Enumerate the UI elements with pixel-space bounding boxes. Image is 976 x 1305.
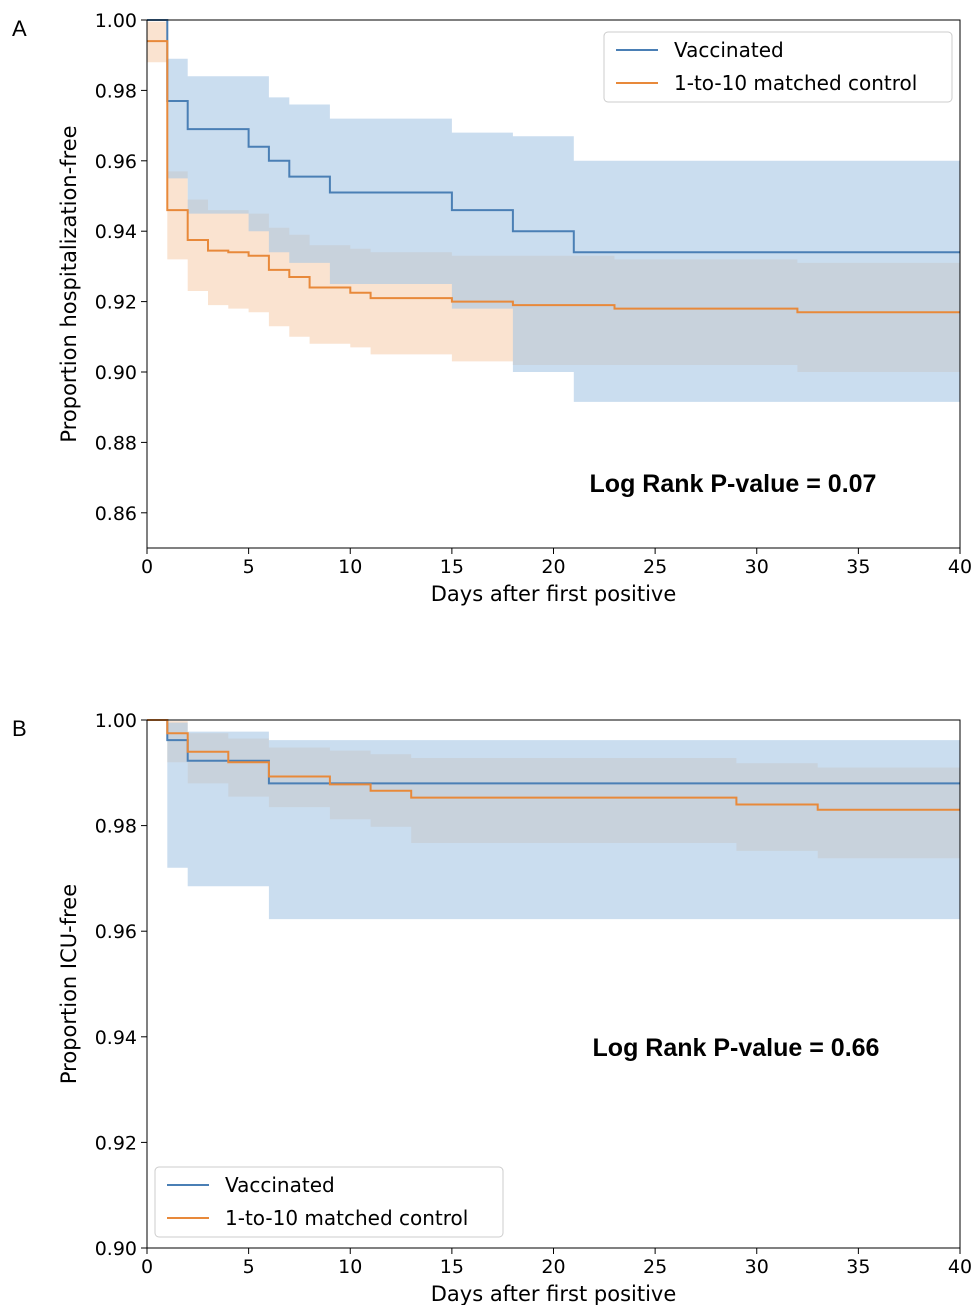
panel-b-ci-band-vaccinated bbox=[147, 720, 960, 920]
panel-a: A 0 5 10 15 20 25 30 35 40 0.86 0.88 0.90 0.92 0.94 0.… bbox=[12, 10, 972, 606]
panel-a-y-tick-label: 0.88 bbox=[95, 432, 137, 454]
panel-b-x-tick-label: 20 bbox=[541, 1256, 565, 1278]
panel-a-y-tick-label: 0.90 bbox=[95, 362, 137, 384]
panel-a-x-tick-label: 20 bbox=[541, 556, 565, 578]
panel-a-y-tick-label: 0.94 bbox=[95, 221, 137, 243]
panel-a-y-axis-label: Proportion hospitalization-free bbox=[57, 125, 81, 442]
panel-a-legend-box bbox=[603, 31, 953, 103]
panel-a-confidence-bands bbox=[147, 20, 960, 402]
panel-b-legend-label-control: 1-to-10 matched control bbox=[225, 1206, 468, 1230]
panel-b-x-tick-label: 30 bbox=[745, 1256, 769, 1278]
panel-b-confidence-bands bbox=[147, 720, 960, 920]
panel-a-x-tick-label: 10 bbox=[338, 556, 362, 578]
panel-a-y-tick-label: 0.96 bbox=[95, 151, 137, 173]
panel-a-pvalue-annotation: Log Rank P-value = 0.07 bbox=[590, 470, 877, 498]
panel-b-x-tick-label: 5 bbox=[243, 1256, 255, 1278]
panel-b-x-axis-label: Days after first positive bbox=[431, 1282, 677, 1305]
panel-b-line-control bbox=[147, 719, 960, 811]
panel-b-legend-label-vaccinated: Vaccinated bbox=[225, 1173, 335, 1197]
panel-a-x-tick-label: 25 bbox=[643, 556, 667, 578]
panel-a-x-tick-label: 0 bbox=[141, 556, 153, 578]
panel-a-label: A bbox=[12, 16, 27, 41]
panel-b-x-tick-label: 0 bbox=[141, 1256, 153, 1278]
panel-a-legend-label-control: 1-to-10 matched control bbox=[674, 71, 917, 95]
panel-a-x-axis-label: Days after first positive bbox=[431, 582, 677, 606]
panel-b-x-tick-label: 25 bbox=[643, 1256, 667, 1278]
panel-b-y-tick-label: 0.96 bbox=[95, 921, 137, 943]
panel-b-legend: Vaccinated 1-to-10 matched control bbox=[154, 1166, 504, 1238]
panel-b-x-tick-label: 15 bbox=[440, 1256, 464, 1278]
panel-b-y-tick-label: 0.92 bbox=[95, 1132, 137, 1154]
panel-b-y-axis-label: Proportion ICU-free bbox=[57, 884, 81, 1084]
panel-a-ci-band-vaccinated bbox=[147, 20, 960, 402]
panel-b-y-tick-label: 0.90 bbox=[95, 1238, 137, 1260]
panel-b-axis-ticks: 0 5 10 15 20 25 30 35 40 0.90 0.92 0.94 0.96 0.98 1.00 bbox=[95, 710, 972, 1278]
panel-b-x-tick-label: 10 bbox=[338, 1256, 362, 1278]
panel-b-y-tick-label: 0.98 bbox=[95, 816, 137, 838]
panel-a-x-tick-label: 40 bbox=[948, 556, 972, 578]
panel-a-line-vaccinated bbox=[147, 19, 960, 254]
panel-b-pvalue-annotation: Log Rank P-value = 0.66 bbox=[593, 1034, 880, 1062]
panel-b-label: B bbox=[12, 716, 27, 741]
panel-a-y-tick-label: 0.86 bbox=[95, 503, 137, 525]
panel-a-x-tick-label: 5 bbox=[243, 556, 255, 578]
panel-a-y-tick-label: 0.98 bbox=[95, 80, 137, 102]
panel-a-axis-ticks: 0 5 10 15 20 25 30 35 40 0.86 0.88 0.90 0.92 0.94 0.96… bbox=[95, 10, 972, 578]
panel-a-legend-label-vaccinated: Vaccinated bbox=[674, 38, 784, 62]
panel-a-survival-lines bbox=[147, 19, 960, 314]
panel-a-x-tick-label: 30 bbox=[745, 556, 769, 578]
panel-b-legend-box bbox=[154, 1166, 504, 1238]
panel-b-x-tick-label: 35 bbox=[846, 1256, 870, 1278]
panel-a-line-control bbox=[147, 40, 960, 314]
panel-a-legend: Vaccinated 1-to-10 matched control bbox=[603, 31, 953, 103]
panel-a-y-tick-label: 1.00 bbox=[95, 10, 137, 32]
panel-a-y-tick-label: 0.92 bbox=[95, 292, 137, 314]
panel-b-survival-lines bbox=[147, 719, 960, 811]
panel-b-y-tick-label: 1.00 bbox=[95, 710, 137, 732]
panel-b-x-tick-label: 40 bbox=[948, 1256, 972, 1278]
panel-a-x-tick-label: 15 bbox=[440, 556, 464, 578]
panel-b: B 0 5 10 15 20 25 30 35 40 0.90 0.92 0.94 0.96 0.98 1.… bbox=[12, 710, 972, 1305]
panel-b-y-tick-label: 0.94 bbox=[95, 1027, 137, 1049]
panel-a-x-tick-label: 35 bbox=[846, 556, 870, 578]
